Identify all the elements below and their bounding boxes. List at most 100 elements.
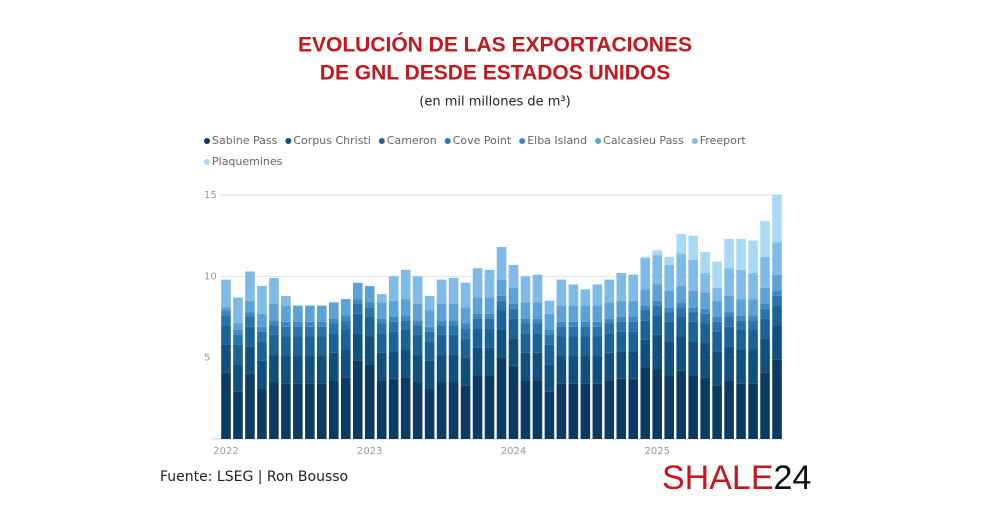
- bar-segment: [329, 318, 339, 324]
- bar-segment: [424, 295, 435, 311]
- bar-segment: [676, 370, 686, 439]
- bar-segment: [472, 375, 483, 439]
- bar-segment: [748, 330, 758, 350]
- bar-segment: [400, 269, 411, 300]
- bar-segment: [245, 317, 255, 327]
- bar-segment: [640, 310, 651, 321]
- bar-segment: [233, 344, 243, 365]
- bar-segment: [269, 354, 279, 383]
- bar-segment: [700, 292, 710, 309]
- bar-segment: [520, 318, 531, 324]
- bar-segment: [233, 391, 243, 439]
- bar-segment: [257, 326, 267, 332]
- bar-segment: [245, 312, 255, 317]
- bar-segment: [412, 354, 423, 383]
- bar-segment: [556, 305, 567, 322]
- bar-segment: [508, 338, 519, 366]
- bar-segment: [281, 305, 291, 322]
- bar-segment: [532, 333, 543, 353]
- bar-segment: [424, 360, 435, 389]
- bar-segment: [281, 383, 291, 439]
- legend-label: Cameron: [387, 134, 437, 147]
- bar-segment: [281, 326, 291, 337]
- bar-segment: [724, 312, 734, 317]
- bar-segment: [388, 351, 399, 379]
- bar-segment: [221, 325, 231, 345]
- bar-segment: [772, 290, 782, 296]
- bar-segment: [400, 330, 411, 350]
- bar-segment: [544, 334, 555, 345]
- bar-segment: [664, 375, 674, 439]
- bar-segment: [364, 364, 375, 439]
- bar-segment: [400, 349, 411, 378]
- bar-segment: [676, 336, 686, 371]
- bar-segment: [664, 264, 674, 291]
- bar-segment: [760, 318, 770, 339]
- bar-segment: [592, 305, 603, 322]
- bar-segment: [269, 320, 279, 326]
- bar-segment: [484, 297, 495, 314]
- bar-segment: [436, 320, 447, 326]
- bar-segment: [712, 351, 722, 386]
- bar-segment: [712, 300, 722, 317]
- bar-segment: [520, 352, 531, 381]
- bar-segment: [293, 336, 303, 357]
- bar-segment: [640, 289, 651, 306]
- bar-segment: [400, 377, 411, 439]
- bar-segment: [604, 279, 615, 303]
- bar-segment: [604, 318, 615, 324]
- bar-segment: [688, 290, 698, 308]
- bar-segment: [568, 305, 579, 322]
- bar-segment: [400, 320, 411, 331]
- bar-segment: [376, 352, 387, 381]
- bar-segment: [544, 344, 555, 365]
- bar-segment: [664, 307, 674, 313]
- bar-segment: [293, 356, 303, 384]
- bar-segment: [376, 323, 387, 334]
- bar-segment: [556, 336, 567, 357]
- bar-segment: [305, 383, 315, 439]
- bar-segment: [592, 336, 603, 357]
- bar-segment: [652, 369, 663, 439]
- bar-segment: [628, 331, 639, 352]
- bar-segment: [388, 378, 399, 439]
- bar-segment: [400, 315, 411, 321]
- bar-segment: [257, 341, 267, 361]
- bar-segment: [520, 276, 531, 303]
- bar-segment: [640, 256, 651, 259]
- bar-segment: [556, 279, 567, 306]
- bar-segment: [484, 328, 495, 348]
- bar-segment: [532, 352, 543, 381]
- bar-segment: [460, 282, 471, 308]
- legend-swatch: [285, 138, 292, 144]
- bar-segment: [664, 341, 674, 376]
- bar-segment: [508, 365, 519, 439]
- bar-segment: [424, 341, 435, 361]
- bar-segment: [592, 321, 603, 327]
- legend-swatch: [595, 138, 602, 144]
- bar-segment: [472, 268, 483, 298]
- bar-segment: [772, 305, 782, 326]
- bar-segment: [652, 315, 663, 335]
- bar-segment: [640, 339, 651, 368]
- bar-segment: [436, 279, 447, 304]
- legend-label: Sabine Pass: [212, 134, 278, 147]
- bar-segment: [748, 349, 758, 384]
- x-tick-label: 2024: [501, 446, 526, 457]
- legend-swatch: [204, 159, 210, 165]
- bar-segment: [556, 326, 567, 337]
- bar-segment: [688, 260, 698, 291]
- bar-segment: [269, 325, 279, 335]
- bar-segment: [700, 313, 710, 324]
- bar-segment: [221, 344, 231, 373]
- bar-segment: [628, 274, 639, 301]
- bar-segment: [257, 360, 267, 389]
- bar-segment: [748, 240, 758, 274]
- bar-segment: [748, 299, 758, 316]
- bar-segment: [760, 221, 770, 257]
- bar-segment: [388, 321, 399, 332]
- bar-segment: [724, 317, 734, 327]
- bar-segment: [376, 302, 387, 319]
- bar-segment: [340, 299, 351, 316]
- bar-segment: [460, 338, 471, 358]
